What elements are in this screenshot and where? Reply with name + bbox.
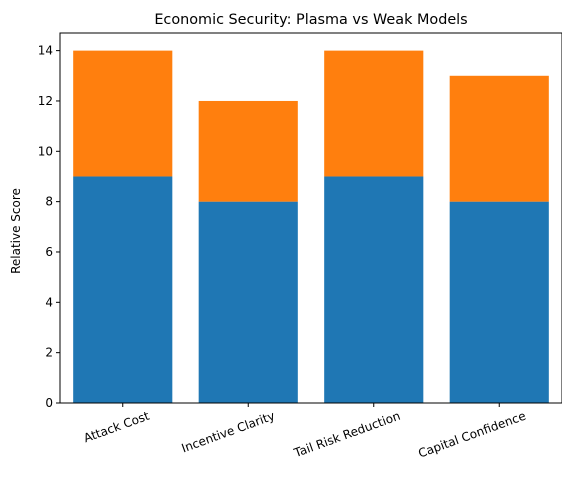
y-tick-label: 10 (38, 144, 53, 158)
y-tick-label: 8 (45, 195, 53, 209)
bar-segment-series-1 (324, 176, 424, 403)
y-tick-label: 14 (38, 44, 53, 58)
plot-frame (59, 32, 562, 404)
y-axis: 0 2 4 6 8 10 12 14 (38, 44, 60, 410)
y-axis-label: Relative Score (9, 188, 23, 274)
y-tick-label: 12 (38, 94, 53, 108)
bars-group (73, 50, 549, 403)
bar-segment-series-2 (73, 50, 173, 177)
bar-segment-series-1 (73, 176, 173, 403)
y-tick-label: 0 (45, 396, 53, 410)
bar-segment-series-2 (324, 50, 424, 177)
bar-segment-series-2 (449, 75, 549, 202)
bar-segment-series-2 (198, 100, 298, 202)
bar-segment-series-1 (449, 201, 549, 403)
y-tick-label: 6 (45, 245, 53, 259)
bar-segment-series-1 (198, 201, 298, 403)
y-tick-label: 2 (45, 346, 53, 360)
chart-title: Economic Security: Plasma vs Weak Models (154, 12, 467, 28)
y-tick-label: 4 (45, 295, 53, 309)
